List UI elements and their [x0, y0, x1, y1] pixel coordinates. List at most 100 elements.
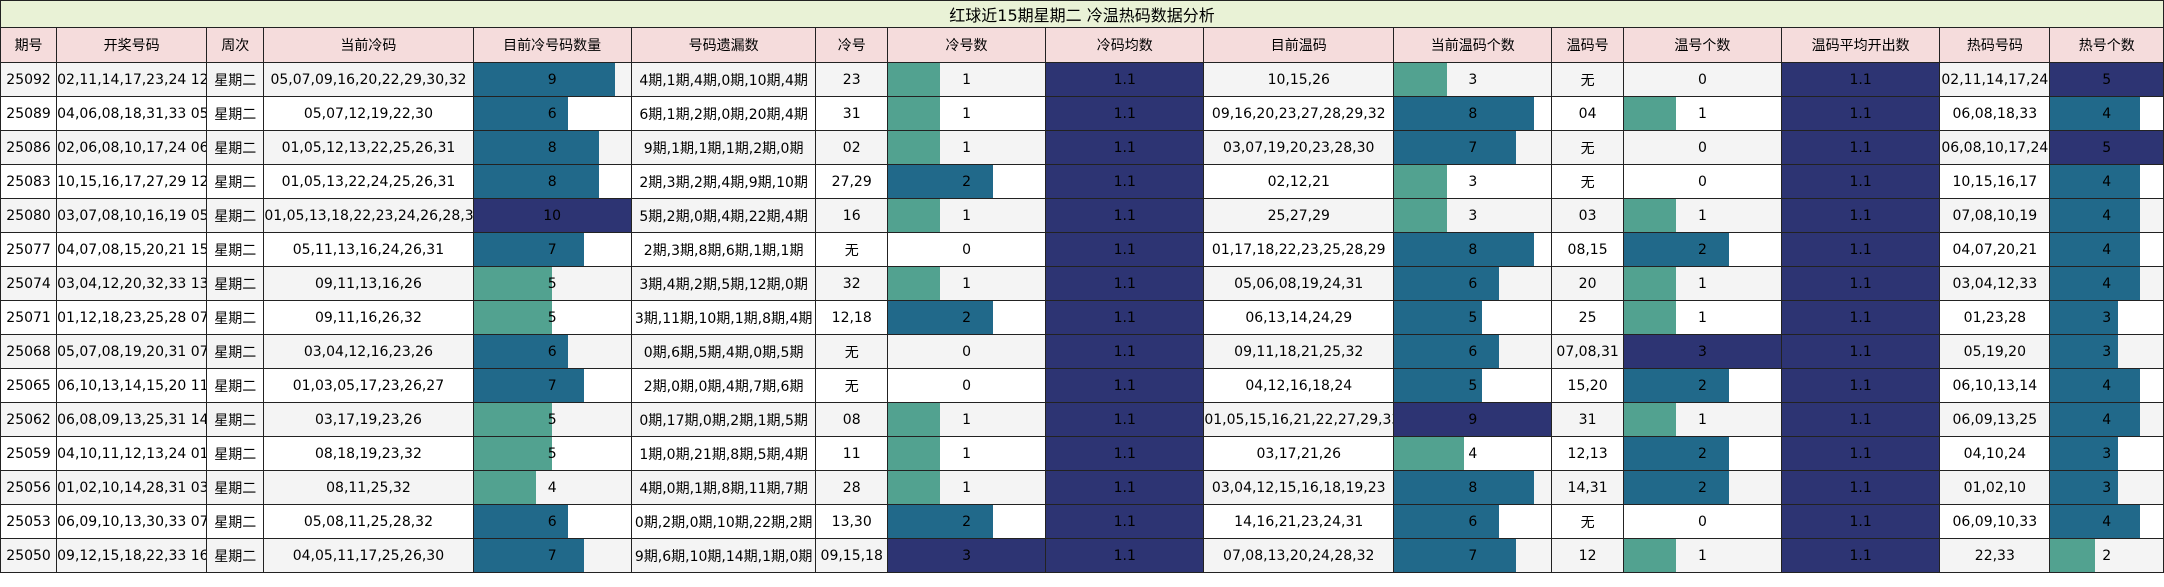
- cell-weekday: 星期二: [206, 504, 265, 539]
- cell-miss-count: 4期,1期,4期,0期,10期,4期: [630, 62, 817, 97]
- cell-issue: 25083: [0, 164, 58, 199]
- value-warm-num-count: 0: [1697, 173, 1707, 190]
- bar-cold-avg: [1046, 505, 1203, 538]
- cell-cold-count: 4: [472, 470, 632, 505]
- cell-current-warm: 14,16,21,23,24,31: [1203, 504, 1395, 539]
- cell-cold-number: 无: [815, 232, 888, 267]
- cell-issue: 25074: [0, 266, 58, 301]
- value-warm-count: 5: [1468, 377, 1478, 394]
- value-cold-count: 6: [547, 105, 557, 122]
- cell-warm-num-count: 1: [1622, 300, 1783, 335]
- cell-current-cold: 01,03,05,17,23,26,27: [263, 368, 474, 403]
- cell-cold-number: 02: [815, 130, 888, 165]
- bar-hot-count: [2050, 165, 2141, 198]
- value-warm-count: 6: [1468, 513, 1478, 530]
- cell-current-warm: 03,17,21,26: [1203, 436, 1395, 471]
- cell-cold-count: 7: [472, 368, 632, 403]
- cell-current-cold: 09,11,13,16,26: [263, 266, 474, 301]
- table-row: 25080 03,07,08,10,16,19 05 星期二 01,05,13,18,…: [0, 198, 2164, 233]
- value-hot-count: 4: [2102, 411, 2112, 428]
- table-row: 25065 06,10,13,14,15,20 11 星期二 01,03,05,17,…: [0, 368, 2164, 403]
- value-warm-avg: 1.1: [1849, 173, 1872, 190]
- header-draw-numbers: 开奖号码: [56, 27, 208, 63]
- cell-draw-numbers: 06,10,13,14,15,20 11: [56, 368, 208, 403]
- cell-issue: 25053: [0, 504, 58, 539]
- cell-warm-avg: 1.1: [1781, 130, 1941, 165]
- value-warm-num-count: 0: [1697, 139, 1707, 156]
- cell-weekday: 星期二: [206, 164, 265, 199]
- value-warm-avg: 1.1: [1849, 445, 1872, 462]
- cell-cold-num-count: 0: [886, 368, 1047, 403]
- cell-cold-num-count: 2: [886, 300, 1047, 335]
- value-warm-avg: 1.1: [1849, 513, 1872, 530]
- cell-cold-number: 无: [815, 334, 888, 369]
- cell-warm-count: 8: [1393, 96, 1553, 131]
- cell-warm-count: 9: [1393, 402, 1553, 437]
- value-hot-count: 4: [2102, 207, 2112, 224]
- cell-warm-num-count: 2: [1622, 436, 1783, 471]
- cell-issue: 25050: [0, 538, 58, 573]
- bar-cold-avg: [1046, 403, 1203, 436]
- cell-hot-numbers: 05,19,20: [1939, 334, 2051, 369]
- value-warm-count: 7: [1468, 139, 1478, 156]
- cell-cold-avg: 1.1: [1045, 96, 1205, 131]
- header-hot-numbers: 热码号码: [1939, 27, 2051, 63]
- bar-hot-count: [2050, 539, 2096, 572]
- cell-warm-count: 4: [1393, 436, 1553, 471]
- cell-hot-count: 4: [2049, 266, 2164, 301]
- cell-cold-num-count: 1: [886, 436, 1047, 471]
- analysis-table: 红球近15期星期二 冷温热码数据分析 期号 开奖号码 周次 当前冷码 目前冷号码数量 号码…: [0, 0, 2164, 573]
- bar-cold-avg: [1046, 131, 1203, 164]
- cell-miss-count: 0期,6期,5期,4期,0期,5期: [630, 334, 817, 369]
- value-cold-count: 10: [543, 207, 562, 224]
- value-cold-avg: 1.1: [1113, 513, 1136, 530]
- cell-current-warm: 03,04,12,15,16,18,19,23: [1203, 470, 1395, 505]
- bar-cold-count: [474, 505, 568, 538]
- value-cold-count: 7: [547, 377, 557, 394]
- bar-warm-num-count: [1624, 335, 1781, 368]
- value-warm-num-count: 1: [1697, 275, 1707, 292]
- cell-current-warm: 09,11,18,21,25,32: [1203, 334, 1395, 369]
- value-cold-avg: 1.1: [1113, 377, 1136, 394]
- cell-warm-count: 3: [1393, 62, 1553, 97]
- bar-cold-count: [474, 267, 553, 300]
- table-row: 25071 01,12,18,23,25,28 07 星期二 09,11,16,26,…: [0, 300, 2164, 335]
- value-cold-num-count: 0: [962, 343, 971, 360]
- cell-cold-avg: 1.1: [1045, 368, 1205, 403]
- bar-cold-count: [474, 131, 600, 164]
- value-cold-num-count: 0: [962, 241, 971, 258]
- bar-warm-count: [1394, 301, 1482, 334]
- value-warm-count: 6: [1468, 275, 1478, 292]
- cell-hot-numbers: 06,10,13,14: [1939, 368, 2051, 403]
- cell-weekday: 星期二: [206, 368, 265, 403]
- value-cold-count: 6: [547, 343, 557, 360]
- bar-cold-avg: [1046, 369, 1203, 402]
- bar-cold-avg: [1046, 539, 1203, 572]
- cell-draw-numbers: 04,06,08,18,31,33 05: [56, 96, 208, 131]
- value-warm-count: 8: [1468, 479, 1478, 496]
- cell-cold-number: 无: [815, 368, 888, 403]
- bar-warm-avg: [1782, 301, 1939, 334]
- bar-cold-avg: [1046, 233, 1203, 266]
- cell-cold-avg: 1.1: [1045, 470, 1205, 505]
- cell-hot-count: 5: [2049, 130, 2164, 165]
- bar-warm-count: [1394, 267, 1499, 300]
- bar-warm-num-count: [1624, 301, 1677, 334]
- value-warm-num-count: 1: [1697, 207, 1707, 224]
- cell-hot-count: 4: [2049, 96, 2164, 131]
- cell-miss-count: 1期,0期,21期,8期,5期,4期: [630, 436, 817, 471]
- cell-miss-count: 3期,4期,2期,5期,12期,0期: [630, 266, 817, 301]
- cell-miss-count: 9期,6期,10期,14期,1期,0期: [630, 538, 817, 573]
- cell-current-cold: 05,07,09,16,20,22,29,30,32: [263, 62, 474, 97]
- cell-cold-num-count: 2: [886, 164, 1047, 199]
- cell-cold-number: 27,29: [815, 164, 888, 199]
- bar-warm-count: [1394, 369, 1482, 402]
- cell-issue: 25068: [0, 334, 58, 369]
- cell-cold-number: 28: [815, 470, 888, 505]
- value-cold-count: 5: [547, 309, 557, 326]
- value-warm-avg: 1.1: [1849, 71, 1872, 88]
- cell-hot-count: 4: [2049, 368, 2164, 403]
- value-warm-count: 9: [1468, 411, 1478, 428]
- cell-cold-count: 5: [472, 266, 632, 301]
- value-warm-avg: 1.1: [1849, 547, 1872, 564]
